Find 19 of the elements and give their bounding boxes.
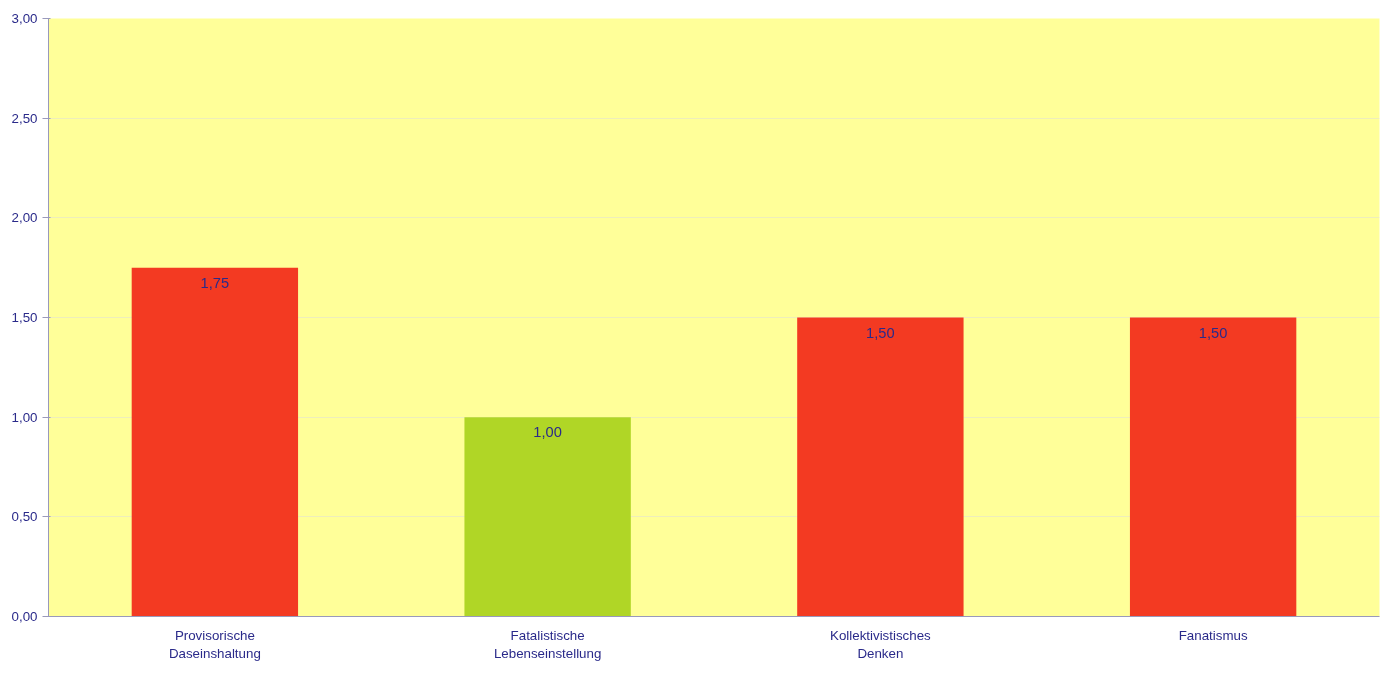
x-tick-label: Provisorische Daseinshaltung — [168, 627, 261, 661]
data-label: 1,50 — [866, 324, 895, 341]
x-tick-label: Fatalistische Lebenseinstellung — [493, 627, 602, 661]
x-tick-label: Fanatismus — [1178, 627, 1248, 643]
y-tick-label: 0,00 — [11, 609, 38, 624]
data-label: 1,00 — [533, 424, 562, 441]
y-tick-label: 0,50 — [11, 509, 38, 525]
bar — [131, 267, 299, 617]
bar — [797, 317, 964, 617]
data-label: 1,75 — [200, 274, 230, 291]
y-tick-label: 2,00 — [11, 210, 38, 226]
x-tick-label: Kollektivistisches Denken — [830, 627, 932, 661]
y-tick-label: 2,50 — [11, 110, 38, 126]
data-label: 1,50 — [1198, 324, 1228, 341]
y-tick-label: 1,50 — [11, 310, 38, 325]
bar — [464, 417, 631, 617]
bar — [1129, 317, 1297, 617]
y-tick-label: 3,00 — [11, 11, 38, 26]
y-tick-label: 1,00 — [11, 409, 38, 425]
